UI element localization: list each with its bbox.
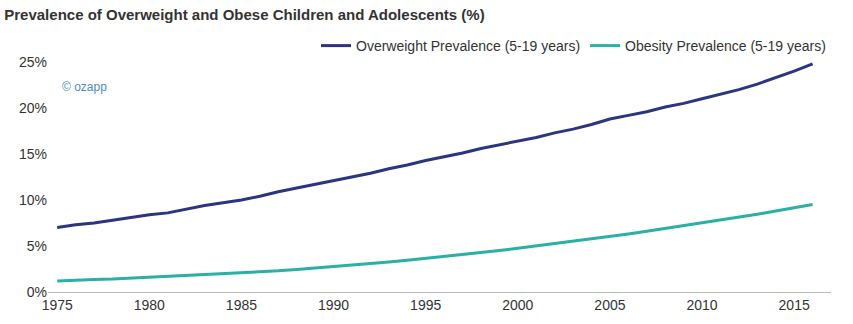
- svg-text:2015: 2015: [779, 297, 810, 313]
- svg-text:Prevalence of Overweight and O: Prevalence of Overweight and Obese Child…: [4, 6, 484, 23]
- svg-text:1995: 1995: [410, 297, 441, 313]
- svg-text:2005: 2005: [594, 297, 625, 313]
- svg-text:1975: 1975: [42, 297, 73, 313]
- svg-text:2000: 2000: [502, 297, 533, 313]
- svg-text:2010: 2010: [686, 297, 717, 313]
- svg-text:15%: 15%: [19, 146, 47, 162]
- svg-text:0%: 0%: [27, 284, 47, 300]
- svg-text:25%: 25%: [19, 54, 47, 70]
- svg-text:20%: 20%: [19, 100, 47, 116]
- svg-text:1985: 1985: [226, 297, 257, 313]
- svg-text:1990: 1990: [318, 297, 349, 313]
- svg-text:5%: 5%: [27, 238, 47, 254]
- svg-text:1980: 1980: [134, 297, 165, 313]
- svg-text:Obesity Prevalence (5-19 years: Obesity Prevalence (5-19 years): [625, 38, 826, 54]
- svg-text:© ozapp: © ozapp: [62, 80, 107, 94]
- svg-text:Overweight Prevalence (5-19 ye: Overweight Prevalence (5-19 years): [356, 38, 580, 54]
- svg-text:10%: 10%: [19, 192, 47, 208]
